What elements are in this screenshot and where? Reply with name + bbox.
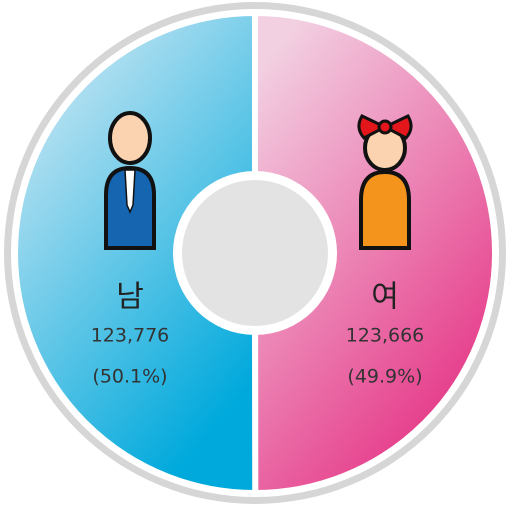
category-label: 여 bbox=[371, 280, 399, 315]
percent-label: (49.9%) bbox=[347, 366, 422, 388]
value-label: 123,776 bbox=[91, 325, 170, 347]
value-label: 123,666 bbox=[346, 325, 425, 347]
female-icon bbox=[357, 114, 413, 250]
hole bbox=[182, 180, 328, 326]
percent-label: (50.1%) bbox=[92, 366, 167, 388]
category-label: 남 bbox=[116, 280, 144, 315]
wedge bbox=[252, 9, 499, 497]
male-icon bbox=[104, 111, 156, 250]
wedge bbox=[12, 9, 259, 497]
